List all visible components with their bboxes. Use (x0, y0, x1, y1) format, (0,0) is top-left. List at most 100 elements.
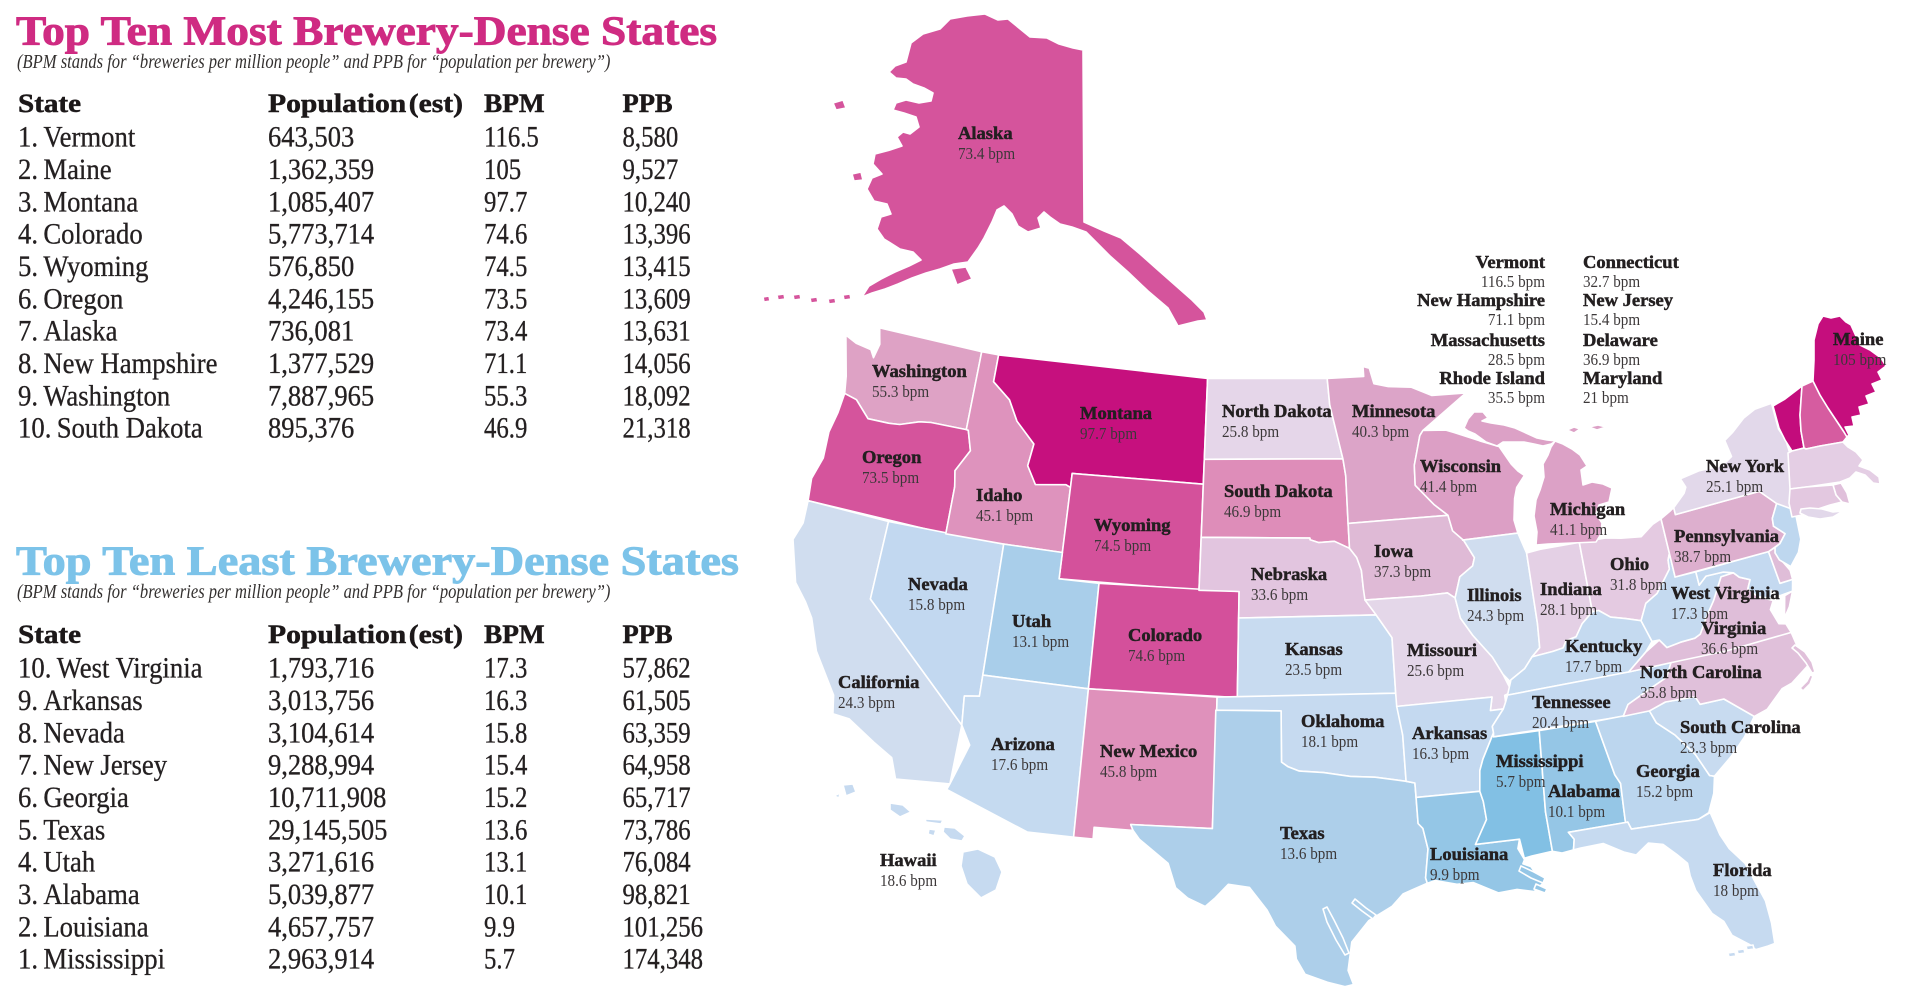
svg-text:4,657,757: 4,657,757 (268, 911, 374, 944)
svg-text:Florida: Florida (1713, 860, 1772, 879)
svg-text:116.5: 116.5 (484, 121, 539, 153)
svg-text:33.6 bpm: 33.6 bpm (1251, 586, 1309, 604)
svg-text:Montana: Montana (1080, 403, 1152, 422)
svg-text:Nevada: Nevada (908, 574, 968, 593)
svg-text:25.8 bpm: 25.8 bpm (1222, 423, 1280, 441)
svg-text:California: California (838, 672, 919, 691)
svg-text:Minnesota: Minnesota (1352, 401, 1435, 420)
svg-text:PPB: PPB (623, 89, 673, 118)
svg-text:18.1 bpm: 18.1 bpm (1301, 733, 1359, 751)
svg-text:76,084: 76,084 (623, 846, 691, 878)
svg-text:Georgia: Georgia (1636, 761, 1700, 780)
svg-text:14,056: 14,056 (623, 347, 691, 379)
svg-text:41.1 bpm: 41.1 bpm (1550, 521, 1608, 539)
svg-text:74.6 bpm: 74.6 bpm (1128, 647, 1186, 665)
svg-text:8. New Hampshire: 8. New Hampshire (18, 348, 218, 381)
svg-text:Delaware: Delaware (1583, 330, 1658, 349)
svg-text:5. Texas: 5. Texas (18, 814, 105, 847)
svg-text:15.8 bpm: 15.8 bpm (908, 596, 966, 614)
svg-text:Nebraska: Nebraska (1251, 564, 1327, 583)
svg-text:North Dakota: North Dakota (1222, 401, 1332, 420)
svg-text:73.5 bpm: 73.5 bpm (862, 469, 920, 487)
svg-text:101,256: 101,256 (623, 910, 704, 942)
svg-text:37.3 bpm: 37.3 bpm (1374, 563, 1432, 581)
svg-text:New York: New York (1706, 456, 1784, 475)
svg-text:2. Louisiana: 2. Louisiana (18, 911, 149, 944)
svg-text:105: 105 (484, 153, 521, 185)
svg-text:97.7 bpm: 97.7 bpm (1080, 425, 1138, 443)
svg-text:PPB: PPB (623, 620, 673, 649)
svg-text:10.1: 10.1 (484, 878, 527, 910)
svg-text:Colorado: Colorado (1128, 625, 1202, 644)
svg-text:24.3 bpm: 24.3 bpm (1467, 607, 1525, 625)
svg-text:4. Colorado: 4. Colorado (18, 219, 143, 252)
svg-text:73.4 bpm: 73.4 bpm (958, 145, 1016, 163)
svg-text:15.4: 15.4 (484, 749, 528, 781)
svg-text:21 bpm: 21 bpm (1583, 389, 1629, 407)
svg-text:Iowa: Iowa (1374, 541, 1413, 560)
svg-text:2. Maine: 2. Maine (18, 154, 112, 187)
svg-text:3. Montana: 3. Montana (18, 186, 139, 219)
svg-text:Wisconsin: Wisconsin (1420, 456, 1501, 475)
svg-text:7,887,965: 7,887,965 (268, 380, 374, 413)
svg-text:2,963,914: 2,963,914 (268, 943, 374, 976)
svg-text:71.1 bpm: 71.1 bpm (1488, 311, 1546, 329)
svg-text:Population (est): Population (est) (268, 90, 463, 119)
svg-text:Vermont: Vermont (1476, 252, 1545, 271)
svg-text:Rhode Island: Rhode Island (1439, 368, 1545, 387)
svg-text:Pennsylvania: Pennsylvania (1674, 526, 1779, 545)
svg-text:5,773,714: 5,773,714 (268, 218, 374, 251)
svg-text:10. West Virginia: 10. West Virginia (18, 653, 203, 686)
svg-text:15.4 bpm: 15.4 bpm (1583, 311, 1641, 329)
svg-text:23.3 bpm: 23.3 bpm (1680, 739, 1738, 757)
svg-text:28.1 bpm: 28.1 bpm (1540, 601, 1598, 619)
svg-text:10.1 bpm: 10.1 bpm (1548, 803, 1606, 821)
svg-text:895,376: 895,376 (268, 412, 354, 445)
svg-text:7. New Jersey: 7. New Jersey (18, 750, 167, 783)
svg-text:576,850: 576,850 (268, 251, 354, 284)
svg-text:Alabama: Alabama (1548, 781, 1620, 800)
svg-text:74.5 bpm: 74.5 bpm (1094, 537, 1152, 555)
svg-text:29,145,505: 29,145,505 (268, 814, 387, 847)
svg-text:6. Oregon: 6. Oregon (18, 283, 123, 316)
svg-text:Arkansas: Arkansas (1412, 723, 1487, 742)
svg-text:BPM: BPM (484, 89, 545, 118)
svg-text:25.6 bpm: 25.6 bpm (1407, 662, 1465, 680)
svg-text:28.5 bpm: 28.5 bpm (1488, 351, 1546, 369)
svg-text:13,609: 13,609 (623, 282, 691, 314)
svg-text:3. Alabama: 3. Alabama (18, 879, 140, 912)
svg-text:15.2 bpm: 15.2 bpm (1636, 783, 1694, 801)
svg-text:5.7: 5.7 (484, 943, 515, 975)
svg-text:45.1 bpm: 45.1 bpm (976, 507, 1034, 525)
svg-text:9.9 bpm: 9.9 bpm (1430, 866, 1480, 884)
svg-text:Wyoming: Wyoming (1094, 515, 1171, 534)
svg-text:Mississippi: Mississippi (1496, 751, 1584, 770)
svg-text:35.8 bpm: 35.8 bpm (1640, 684, 1698, 702)
svg-text:9.9: 9.9 (484, 910, 515, 942)
svg-text:(BPM stands for “breweries per: (BPM stands for “breweries per million p… (17, 580, 610, 603)
svg-text:5.7 bpm: 5.7 bpm (1496, 773, 1546, 791)
svg-text:Kentucky: Kentucky (1565, 636, 1642, 655)
svg-text:9,527: 9,527 (623, 153, 679, 185)
svg-text:1. Vermont: 1. Vermont (18, 122, 135, 155)
svg-text:BPM: BPM (484, 620, 545, 649)
svg-text:10,240: 10,240 (623, 185, 691, 217)
svg-text:Connecticut: Connecticut (1583, 252, 1679, 271)
svg-text:16.3 bpm: 16.3 bpm (1412, 745, 1470, 763)
svg-text:15.8: 15.8 (484, 716, 527, 748)
svg-text:1. Mississippi: 1. Mississippi (18, 944, 165, 977)
svg-text:13,631: 13,631 (623, 315, 691, 347)
svg-text:61,505: 61,505 (623, 684, 691, 716)
svg-text:Oklahoma: Oklahoma (1301, 711, 1384, 730)
svg-text:1,085,407: 1,085,407 (268, 186, 374, 219)
svg-text:17.3 bpm: 17.3 bpm (1671, 605, 1729, 623)
svg-text:Massachusetts: Massachusetts (1431, 330, 1545, 349)
svg-text:State: State (18, 88, 81, 117)
svg-text:Population (est): Population (est) (268, 621, 463, 650)
svg-text:5,039,877: 5,039,877 (268, 879, 374, 912)
svg-text:Tennessee: Tennessee (1532, 692, 1611, 711)
svg-text:55.3: 55.3 (484, 379, 527, 411)
svg-text:8,580: 8,580 (623, 121, 679, 153)
svg-text:32.7 bpm: 32.7 bpm (1583, 273, 1641, 291)
svg-text:97.7: 97.7 (484, 185, 527, 217)
